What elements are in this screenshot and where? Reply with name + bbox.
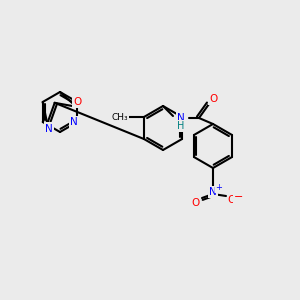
Text: N: N [70, 117, 78, 127]
Text: N: N [177, 113, 185, 123]
Text: H: H [177, 121, 185, 131]
Text: CH₃: CH₃ [112, 112, 128, 122]
Text: O: O [209, 94, 217, 104]
Text: N: N [209, 187, 217, 197]
Text: −: − [234, 192, 244, 202]
Text: O: O [192, 198, 200, 208]
Text: N: N [45, 124, 53, 134]
Text: O: O [228, 195, 236, 205]
Text: +: + [216, 184, 222, 193]
Text: O: O [73, 97, 82, 107]
